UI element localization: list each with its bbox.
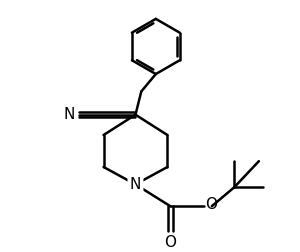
Text: O: O	[205, 197, 217, 212]
Text: N: N	[130, 177, 141, 192]
Text: N: N	[64, 107, 75, 122]
Text: O: O	[164, 235, 176, 250]
